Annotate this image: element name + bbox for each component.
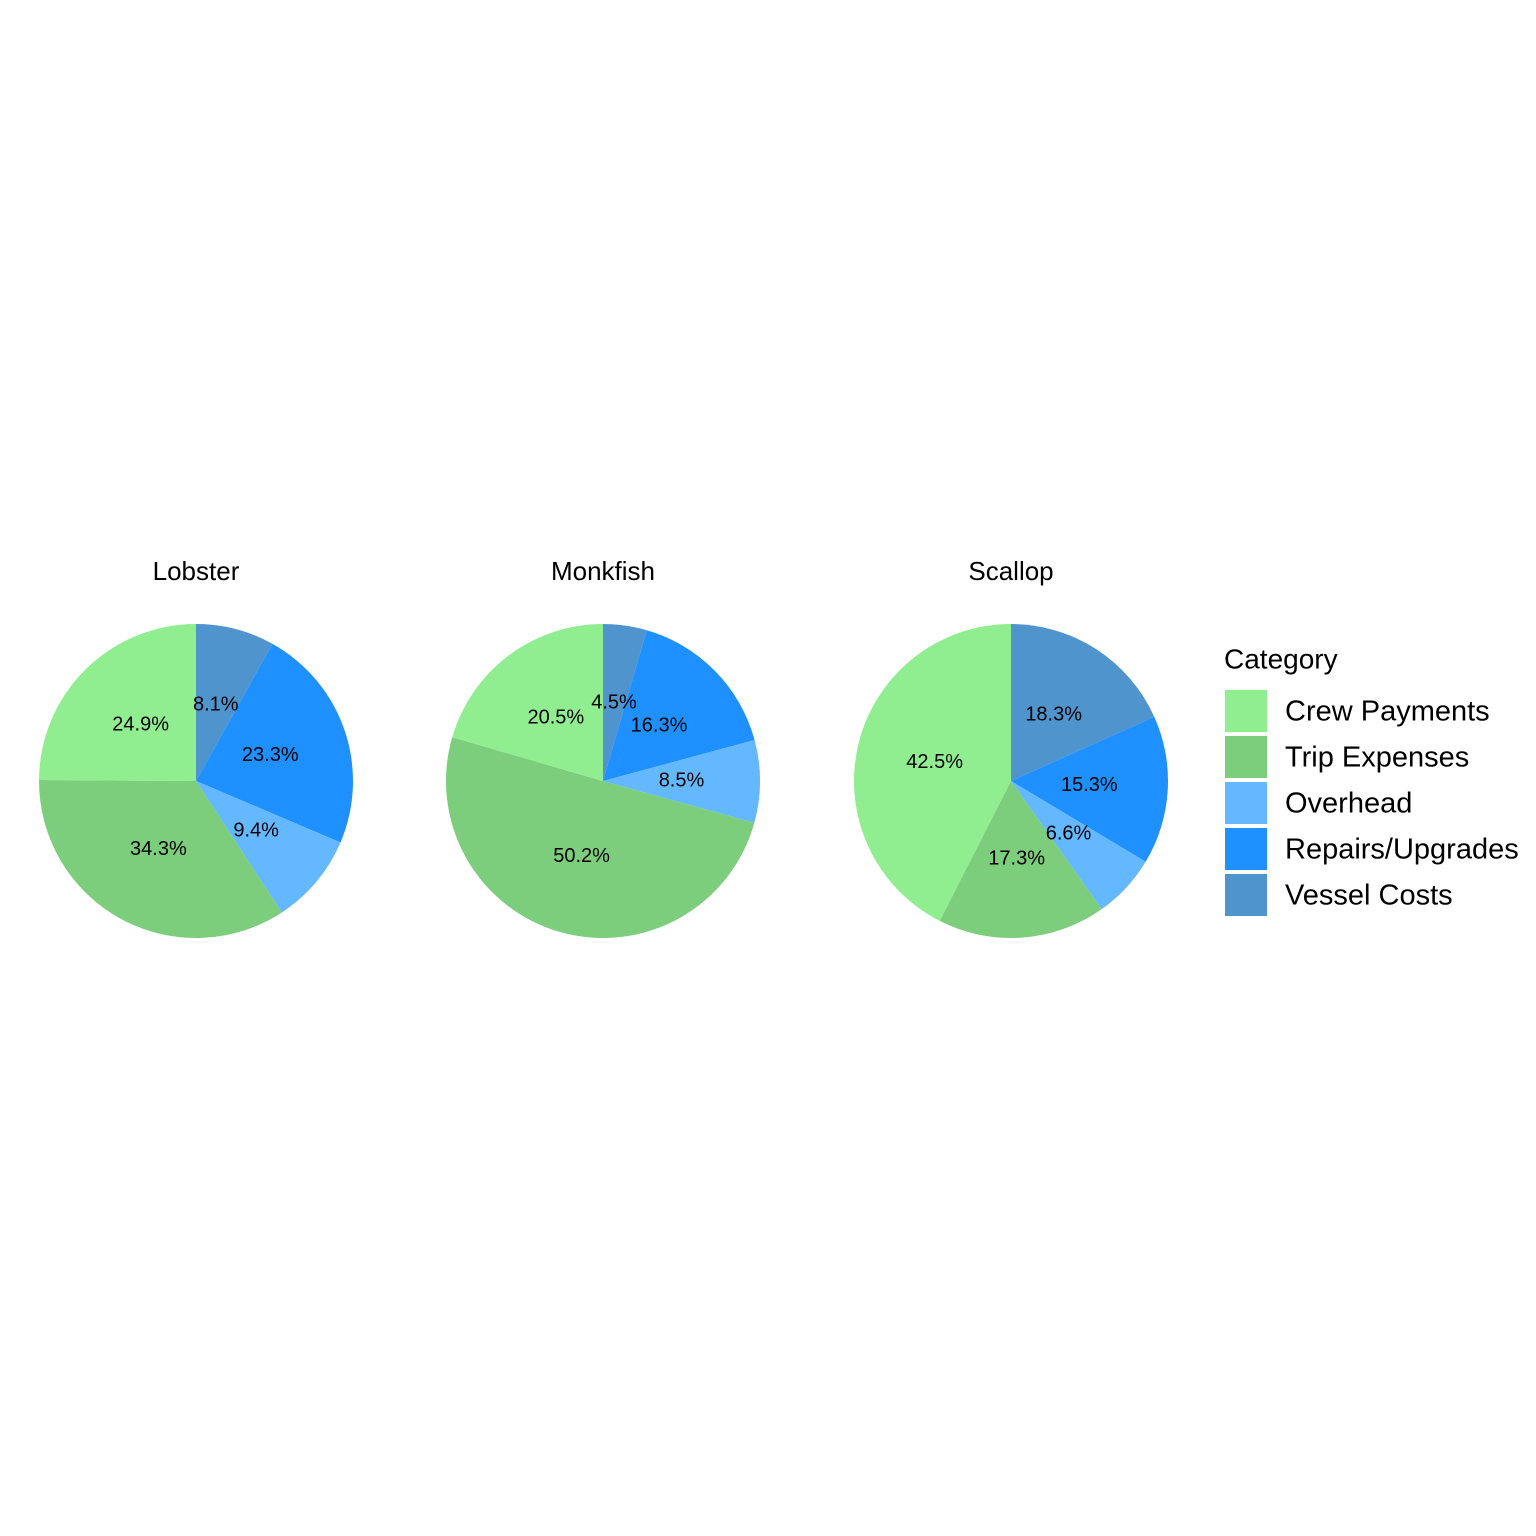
pie-slice — [196, 643, 354, 843]
pie-slice — [603, 630, 755, 781]
legend-label: Overhead — [1285, 788, 1412, 820]
value-label: 8.5% — [659, 770, 705, 792]
value-label: 23.3% — [242, 744, 299, 766]
pie-slice — [603, 624, 647, 781]
legend-swatch — [1225, 782, 1267, 824]
pie-slice — [196, 624, 273, 781]
legend-label: Repairs/Upgrades — [1285, 834, 1519, 866]
value-label: 18.3% — [1025, 703, 1082, 725]
legend-label: Crew Payments — [1285, 696, 1490, 728]
value-label: 15.3% — [1061, 774, 1118, 796]
pie-slice — [1011, 781, 1146, 910]
pie-slice — [603, 740, 760, 823]
value-label: 9.4% — [233, 820, 279, 842]
value-label: 20.5% — [528, 707, 585, 729]
value-label: 16.3% — [631, 714, 688, 736]
value-label: 17.3% — [988, 848, 1045, 870]
pie-slice — [1011, 716, 1168, 862]
value-label: 8.1% — [193, 693, 239, 715]
legend-swatch — [1225, 874, 1267, 916]
chart-title: Monkfish — [551, 556, 655, 586]
value-label: 50.2% — [553, 845, 610, 867]
legend-label: Trip Expenses — [1285, 742, 1469, 774]
legend-label: Vessel Costs — [1285, 880, 1453, 912]
legend-title: Category — [1224, 643, 1338, 674]
value-label: 24.9% — [112, 714, 169, 736]
pie-slice — [446, 737, 755, 938]
pie-slice — [452, 624, 603, 781]
pie-slice — [39, 624, 196, 781]
chart-title: Scallop — [968, 556, 1053, 586]
value-label: 6.6% — [1046, 823, 1092, 845]
legend-swatch — [1225, 828, 1267, 870]
pie-slice — [854, 624, 1011, 921]
legend-swatch — [1225, 736, 1267, 778]
value-label: 34.3% — [130, 838, 187, 860]
value-label: 42.5% — [906, 751, 963, 773]
chart-title: Lobster — [153, 556, 240, 586]
pie-slice — [939, 781, 1102, 938]
pie-slice — [1011, 624, 1155, 781]
legend-swatch — [1225, 690, 1267, 732]
pie-slice — [196, 781, 341, 913]
pie-slice — [38, 780, 282, 938]
value-label: 4.5% — [591, 692, 637, 714]
